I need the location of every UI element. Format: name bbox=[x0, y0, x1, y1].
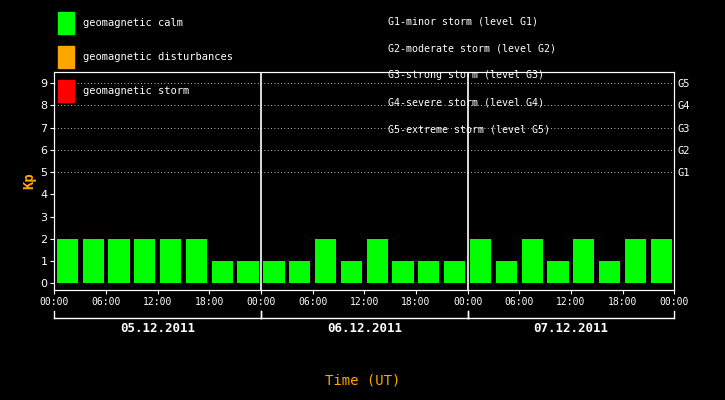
Text: geomagnetic storm: geomagnetic storm bbox=[83, 86, 189, 96]
Text: geomagnetic disturbances: geomagnetic disturbances bbox=[83, 52, 233, 62]
Bar bbox=[470, 239, 491, 283]
Text: Time (UT): Time (UT) bbox=[325, 374, 400, 388]
Bar bbox=[444, 261, 465, 283]
Bar bbox=[367, 239, 388, 283]
Bar bbox=[315, 239, 336, 283]
Bar bbox=[238, 261, 259, 283]
Bar bbox=[57, 239, 78, 283]
Text: geomagnetic calm: geomagnetic calm bbox=[83, 18, 183, 28]
Bar bbox=[392, 261, 414, 283]
Bar bbox=[573, 239, 594, 283]
Bar bbox=[651, 239, 672, 283]
Bar bbox=[186, 239, 207, 283]
Bar bbox=[160, 239, 181, 283]
Y-axis label: Kp: Kp bbox=[22, 173, 36, 189]
Bar bbox=[83, 239, 104, 283]
Bar bbox=[599, 261, 621, 283]
Text: G3-strong storm (level G3): G3-strong storm (level G3) bbox=[388, 70, 544, 80]
Text: 07.12.2011: 07.12.2011 bbox=[534, 322, 608, 335]
Bar bbox=[418, 261, 439, 283]
Text: G2-moderate storm (level G2): G2-moderate storm (level G2) bbox=[388, 43, 556, 53]
Bar bbox=[547, 261, 568, 283]
Bar bbox=[496, 261, 517, 283]
Bar bbox=[263, 261, 284, 283]
Bar bbox=[212, 261, 233, 283]
Text: 06.12.2011: 06.12.2011 bbox=[327, 322, 402, 335]
Bar bbox=[108, 239, 130, 283]
Text: G4-severe storm (level G4): G4-severe storm (level G4) bbox=[388, 98, 544, 108]
Bar bbox=[521, 239, 543, 283]
Text: G1-minor storm (level G1): G1-minor storm (level G1) bbox=[388, 16, 538, 26]
Bar bbox=[341, 261, 362, 283]
Text: 05.12.2011: 05.12.2011 bbox=[120, 322, 195, 335]
Bar bbox=[289, 261, 310, 283]
Bar bbox=[625, 239, 646, 283]
Text: G5-extreme storm (level G5): G5-extreme storm (level G5) bbox=[388, 125, 550, 135]
Bar bbox=[134, 239, 155, 283]
